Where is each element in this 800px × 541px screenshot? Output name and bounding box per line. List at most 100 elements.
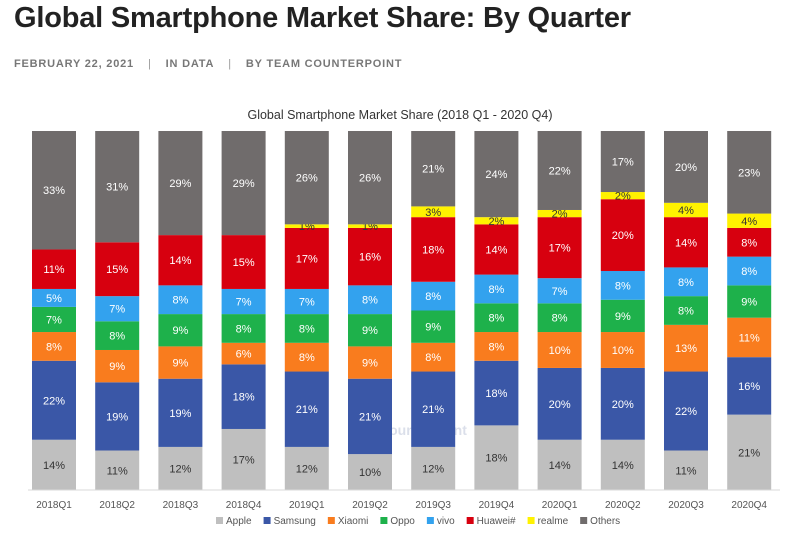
data-label: 14% [43,460,65,472]
bar-segment [474,425,519,490]
data-label: 16% [738,381,760,393]
bar-segment [474,217,519,225]
data-label: 7% [46,314,62,326]
legend-label: Samsung [274,516,316,527]
bar-segment [600,199,645,272]
legend-label: Huawei# [477,516,516,527]
data-label: 14% [612,460,634,472]
data-label: 4% [741,216,757,228]
data-label: 20% [675,162,697,174]
data-label: 8% [615,280,631,292]
data-label: 3% [425,207,441,219]
data-label: 5% [46,293,62,305]
legend-label: Others [590,516,620,527]
data-label: 8% [425,291,441,303]
bar-segment [95,296,140,322]
x-tick-label: 2020Q1 [542,500,578,511]
data-label: 7% [552,286,568,298]
bar-segment [474,303,519,333]
data-label: 31% [106,182,128,194]
bar-segment [284,314,329,343]
bar-segment [537,278,582,304]
bar-segment [537,367,582,440]
bar-segment [221,235,266,289]
bar-segment [664,202,708,218]
bar-segment [537,303,582,333]
data-label: 13% [675,343,697,355]
data-label: 15% [233,257,255,269]
bar-segment [158,346,203,379]
bar-segment [727,227,772,257]
stacked-bar-chart: Global Smartphone Market Share (2018 Q1 … [28,108,780,527]
bar-segment [600,299,645,333]
bar-segment [348,314,392,347]
data-label: 2% [615,191,631,203]
bar-segment [348,285,392,315]
bar-segment [221,288,266,315]
data-label: 8% [741,237,757,249]
bar-segment [158,446,203,490]
bar-segment [727,131,772,214]
bar-segment [95,450,140,490]
bar-segment [32,360,76,440]
bar-segment [348,131,392,225]
data-label: 8% [46,341,62,353]
bar-segment [600,367,645,440]
data-label: 9% [172,325,188,337]
bar-segment [221,428,266,490]
data-label: 20% [549,399,571,411]
data-label: 14% [169,255,191,267]
x-tick-label: 2019Q1 [289,500,325,511]
bar-segment [284,131,329,225]
data-label: 21% [738,447,760,459]
chart-title: Global Smartphone Market Share (2018 Q1 … [247,108,552,122]
bar-segment [32,131,76,250]
bar-segment [664,324,708,372]
legend-label: Xiaomi [338,516,369,527]
article-date: FEBRUARY 22, 2021 [14,58,134,70]
x-tick-label: 2018Q1 [36,500,72,511]
article-category-link[interactable]: IN DATA [165,58,215,70]
legend-label: vivo [437,516,455,527]
data-label: 12% [296,463,318,475]
data-label: 7% [299,297,315,309]
bar-segment [158,314,203,347]
data-label: 7% [236,297,252,309]
data-label: 18% [422,244,444,256]
data-label: 9% [172,358,188,370]
legend-label: Oppo [390,516,415,527]
data-label: 18% [485,453,507,465]
article-meta: FEBRUARY 22, 2021 | IN DATA | BY TEAM CO… [14,58,402,70]
bar-segment [600,192,645,200]
article-author-link[interactable]: BY TEAM COUNTERPOINT [245,58,403,70]
data-label: 20% [612,230,634,242]
bar-segment [727,317,772,358]
data-label: 12% [169,463,191,475]
legend-swatch [466,517,474,524]
data-label: 9% [741,297,757,309]
data-label: 21% [422,164,444,176]
bar-segment [348,346,392,379]
bar-segment [727,357,772,415]
data-label: 8% [236,323,252,335]
data-label: 21% [296,404,318,416]
data-label: 18% [485,388,507,400]
data-label: 11% [739,332,760,344]
data-label: 8% [488,313,504,325]
data-label: 9% [615,311,631,323]
bar-segment [221,131,266,236]
bar-segment [158,285,203,315]
data-label: 11% [107,465,128,477]
data-label: 33% [43,185,65,197]
data-label: 18% [233,392,255,404]
bar-segment [284,227,329,289]
data-label: 9% [109,361,125,373]
data-label: 4% [678,205,694,217]
data-label: 26% [296,173,318,185]
legend-swatch [380,517,388,524]
bar-segment [158,378,203,447]
bar-segment [727,256,772,286]
bar-segment [474,274,519,304]
bar-segment [664,296,708,325]
bar-segment [32,249,76,289]
